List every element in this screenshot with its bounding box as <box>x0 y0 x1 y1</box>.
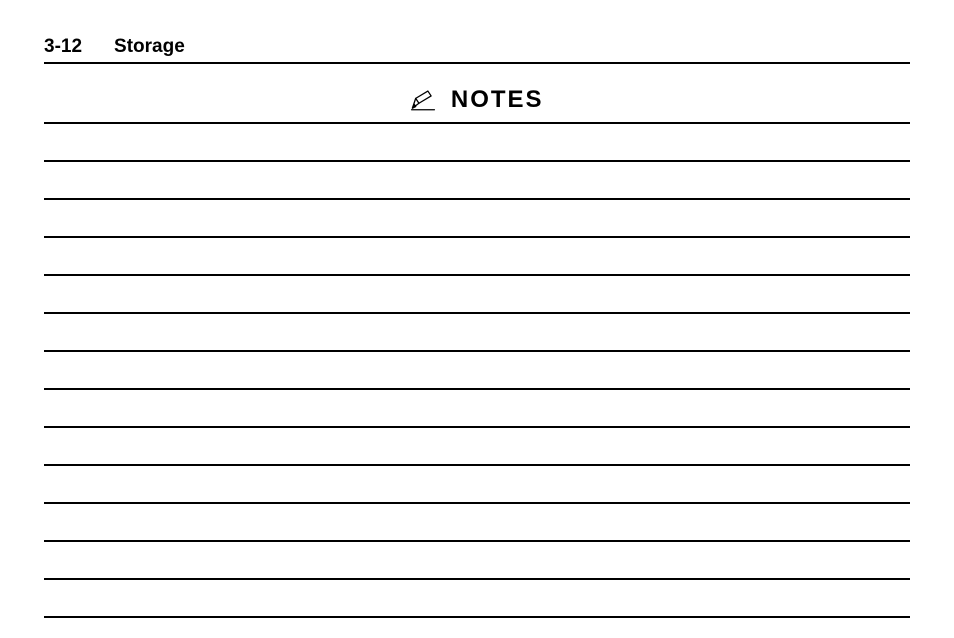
page-header: 3-12 Storage <box>44 36 910 64</box>
note-line <box>44 540 910 542</box>
note-line <box>44 274 910 276</box>
note-line <box>44 198 910 200</box>
note-line <box>44 616 910 618</box>
note-line <box>44 502 910 504</box>
note-line <box>44 426 910 428</box>
note-line <box>44 160 910 162</box>
page-number: 3-12 <box>44 36 82 58</box>
note-line <box>44 464 910 466</box>
note-line <box>44 122 910 124</box>
pencil-icon <box>410 88 436 112</box>
notes-title: NOTES <box>451 86 544 113</box>
section-title: Storage <box>114 36 185 58</box>
notes-page: 3-12 Storage NOTES <box>0 0 954 638</box>
note-line <box>44 388 910 390</box>
note-line <box>44 350 910 352</box>
note-lines <box>44 122 910 618</box>
note-line <box>44 236 910 238</box>
notes-title-row: NOTES <box>44 86 910 114</box>
note-line <box>44 578 910 580</box>
note-line <box>44 312 910 314</box>
